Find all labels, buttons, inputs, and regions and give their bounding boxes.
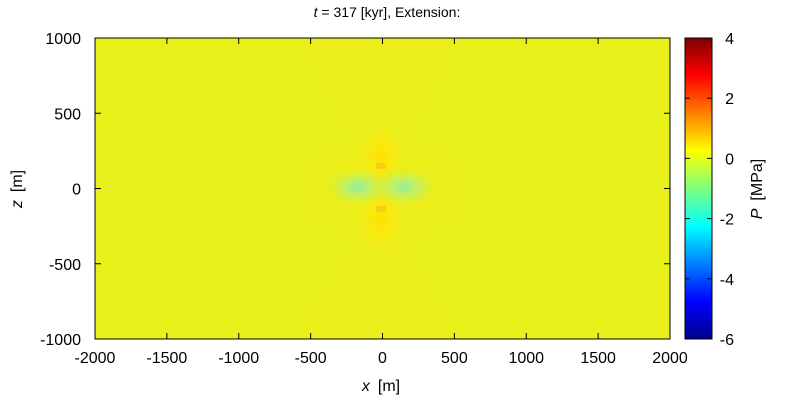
x-tick-label: -500 xyxy=(295,350,327,367)
y-tick-label: 1000 xyxy=(45,31,81,48)
x-tick-label: 0 xyxy=(378,350,387,367)
x-tick-label: 1500 xyxy=(580,350,616,367)
colorbar: -6 -4 -2 0 2 4 P [MPa] xyxy=(684,31,766,349)
x-axis-unit: [m] xyxy=(378,378,400,395)
colorbar-gradient xyxy=(684,37,713,340)
heatmap-right-lobe xyxy=(370,167,438,207)
x-tick-label: 1000 xyxy=(508,350,544,367)
heatmap-upper-core xyxy=(376,163,386,169)
heatmap-lower-core xyxy=(376,206,386,212)
colorbar-tick-label: -6 xyxy=(720,332,734,349)
y-tick-label: 500 xyxy=(54,106,81,123)
y-tick-label: -500 xyxy=(49,257,81,274)
colorbar-unit: [MPa] xyxy=(749,159,766,201)
title-text: = 317 [kyr], Extension: xyxy=(318,4,461,20)
x-axis-ticks: -2000 -1500 -1000 -500 0 500 1000 1500 2000 xyxy=(75,38,688,367)
colorbar-tick-label: 0 xyxy=(725,151,734,168)
x-tick-label: 500 xyxy=(441,350,468,367)
colorbar-tick-label: -2 xyxy=(720,212,734,229)
x-tick-label: -1500 xyxy=(146,350,187,367)
heatmap-fan-band xyxy=(300,38,455,339)
x-tick-label: -2000 xyxy=(75,350,116,367)
x-axis-label: x [m] xyxy=(361,378,400,395)
x-tick-label: -1000 xyxy=(218,350,259,367)
colorbar-tick-label: 4 xyxy=(725,31,734,48)
colorbar-variable: P xyxy=(749,208,766,219)
y-axis-variable: z xyxy=(9,200,26,209)
colorbar-label: P [MPa] xyxy=(749,159,766,219)
y-tick-label: -1000 xyxy=(40,332,81,349)
y-axis-label: z [m] xyxy=(9,170,26,209)
y-tick-label: 0 xyxy=(72,182,81,199)
y-axis-unit: [m] xyxy=(9,170,26,192)
x-axis-variable: x xyxy=(361,378,371,395)
x-tick-label: 2000 xyxy=(652,350,688,367)
colorbar-tick-label: 2 xyxy=(725,91,734,108)
colorbar-ticks: -6 -4 -2 0 2 4 xyxy=(685,31,734,349)
colorbar-tick-label: -4 xyxy=(720,272,734,289)
y-axis-ticks: -1000 -500 0 500 1000 xyxy=(40,31,670,349)
plot-area xyxy=(94,37,671,340)
title-variable: t xyxy=(314,4,319,20)
chart-title: t = 317 [kyr], Extension: xyxy=(314,4,461,20)
